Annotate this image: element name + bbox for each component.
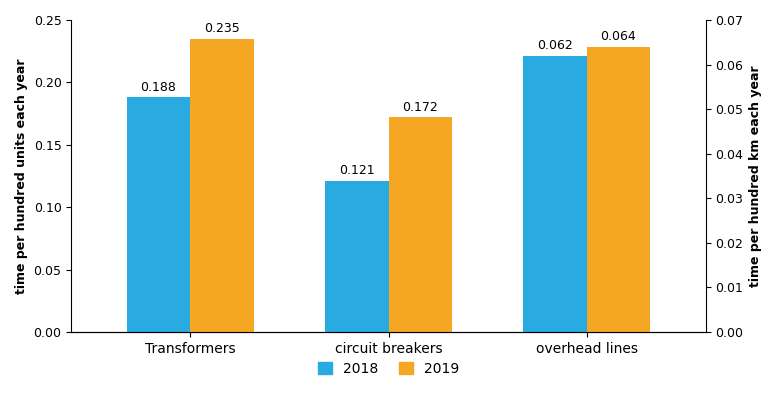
Text: 0.188: 0.188 (141, 80, 176, 93)
Text: 0.064: 0.064 (601, 30, 636, 43)
Y-axis label: time per hundred km each year: time per hundred km each year (749, 65, 762, 287)
Legend: 2018, 2019: 2018, 2019 (312, 356, 465, 381)
Bar (127, 97, 190, 332)
Bar (190, 39, 253, 332)
Bar (587, 47, 650, 332)
Bar (524, 56, 587, 332)
Y-axis label: time per hundred units each year: time per hundred units each year (15, 58, 28, 294)
Text: 0.235: 0.235 (204, 22, 240, 35)
Text: 0.121: 0.121 (339, 164, 375, 177)
Bar (325, 181, 388, 332)
Text: 0.172: 0.172 (402, 101, 438, 114)
Bar (388, 117, 452, 332)
Text: 0.062: 0.062 (537, 39, 573, 52)
